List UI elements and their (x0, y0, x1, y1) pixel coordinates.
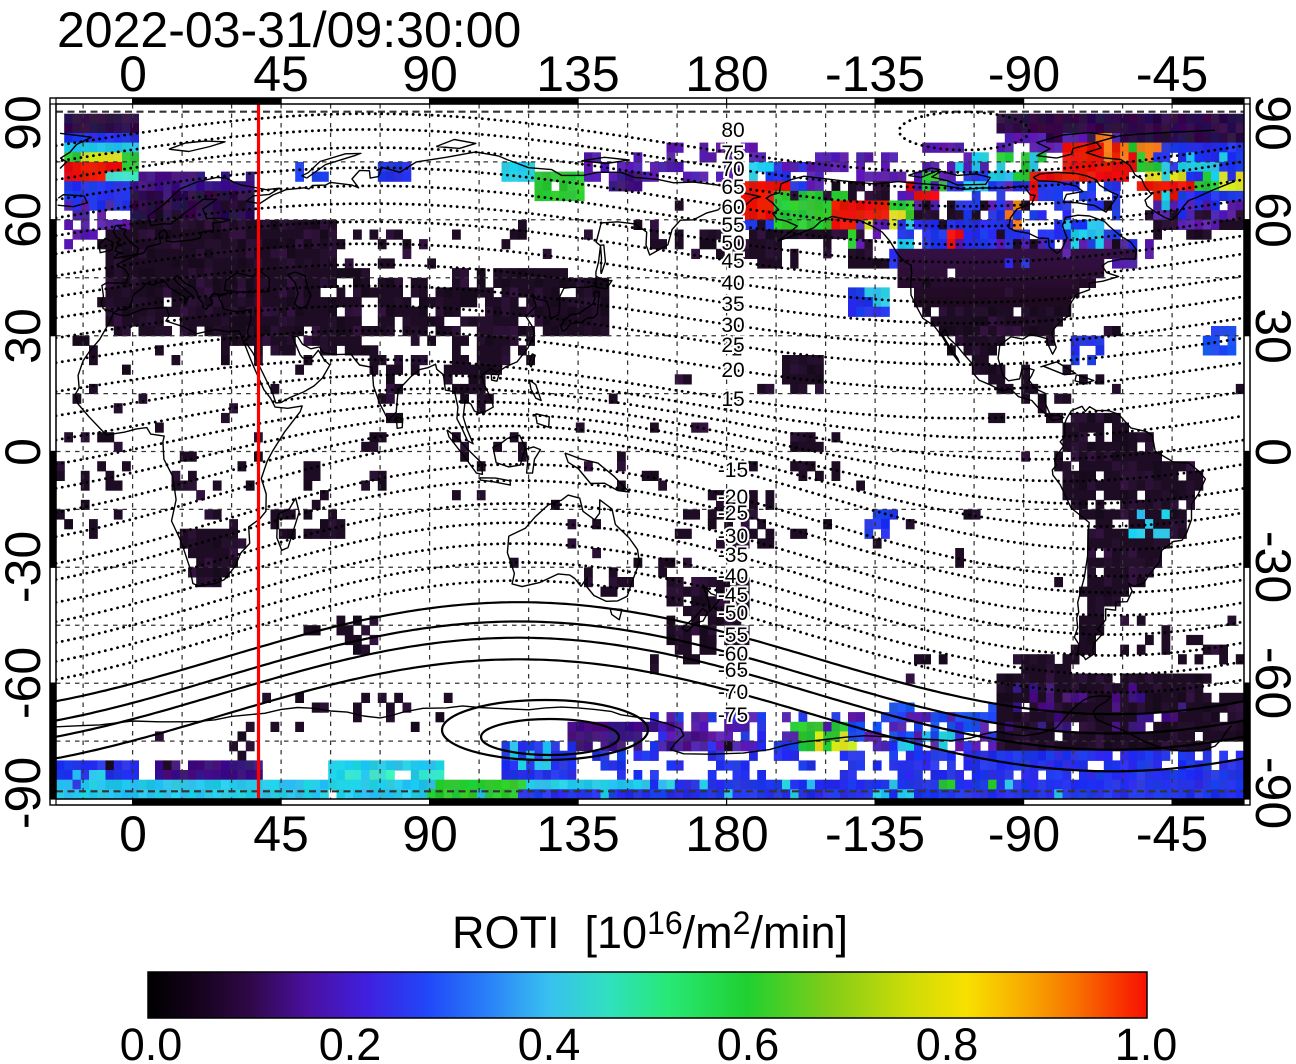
svg-text:60: 60 (1245, 192, 1296, 248)
svg-text:60: 60 (721, 196, 744, 219)
svg-text:180: 180 (685, 46, 768, 102)
svg-text:-50: -50 (718, 602, 748, 625)
svg-text:-20: -20 (718, 486, 748, 509)
svg-text:15: 15 (721, 388, 744, 411)
svg-text:135: 135 (536, 806, 619, 862)
svg-text:-60: -60 (1245, 647, 1296, 719)
svg-text:35: 35 (721, 293, 744, 316)
svg-text:-45: -45 (718, 584, 748, 607)
svg-text:1.0: 1.0 (1115, 1019, 1178, 1064)
svg-text:135: 135 (536, 46, 619, 102)
svg-text:45: 45 (721, 250, 744, 273)
svg-text:65: 65 (721, 176, 744, 199)
svg-text:0: 0 (119, 806, 147, 862)
svg-text:-45: -45 (1136, 46, 1208, 102)
svg-text:50: 50 (721, 232, 744, 255)
svg-text:90: 90 (402, 806, 458, 862)
svg-text:-30: -30 (1245, 531, 1296, 603)
svg-text:-30: -30 (718, 525, 748, 548)
svg-text:90: 90 (1245, 95, 1296, 151)
svg-text:-60: -60 (718, 643, 748, 666)
svg-text:-65: -65 (718, 659, 748, 682)
svg-text:45: 45 (253, 806, 309, 862)
svg-text:0: 0 (0, 438, 51, 466)
svg-text:-25: -25 (718, 502, 748, 525)
svg-text:-55: -55 (718, 624, 748, 647)
svg-text:55: 55 (721, 214, 744, 237)
svg-text:180: 180 (685, 806, 768, 862)
svg-text:-45: -45 (1136, 806, 1208, 862)
svg-text:75: 75 (721, 142, 744, 165)
svg-text:30: 30 (721, 314, 744, 337)
svg-text:90: 90 (0, 95, 51, 151)
svg-text:-90: -90 (988, 806, 1060, 862)
svg-text:-135: -135 (825, 806, 925, 862)
svg-text:70: 70 (721, 158, 744, 181)
svg-text:0: 0 (1245, 438, 1296, 466)
svg-text:ROTI [1016/m2/min]: ROTI [1016/m2/min] (452, 905, 848, 958)
svg-text:30: 30 (1245, 308, 1296, 364)
svg-text:-15: -15 (718, 459, 748, 482)
svg-text:-90: -90 (988, 46, 1060, 102)
svg-text:0.0: 0.0 (120, 1019, 183, 1064)
svg-text:0.6: 0.6 (717, 1019, 780, 1064)
svg-text:-90: -90 (0, 757, 51, 829)
svg-text:-75: -75 (718, 704, 748, 727)
svg-text:-60: -60 (0, 647, 51, 719)
svg-text:-135: -135 (825, 46, 925, 102)
svg-text:-40: -40 (718, 565, 748, 588)
svg-text:90: 90 (402, 46, 458, 102)
svg-text:25: 25 (721, 334, 744, 357)
svg-text:20: 20 (721, 359, 744, 382)
svg-text:60: 60 (0, 192, 51, 248)
svg-text:40: 40 (721, 272, 744, 295)
svg-text:2022-03-31/09:30:00: 2022-03-31/09:30:00 (57, 2, 521, 58)
svg-text:-70: -70 (718, 681, 748, 704)
svg-text:30: 30 (0, 308, 51, 364)
svg-text:45: 45 (253, 46, 309, 102)
svg-text:0: 0 (119, 46, 147, 102)
svg-text:-35: -35 (718, 544, 748, 567)
svg-text:0.2: 0.2 (319, 1019, 382, 1064)
svg-text:0.4: 0.4 (518, 1019, 581, 1064)
svg-text:0.8: 0.8 (916, 1019, 979, 1064)
svg-text:-30: -30 (0, 531, 51, 603)
svg-text:80: 80 (721, 119, 744, 142)
svg-text:-90: -90 (1245, 757, 1296, 829)
